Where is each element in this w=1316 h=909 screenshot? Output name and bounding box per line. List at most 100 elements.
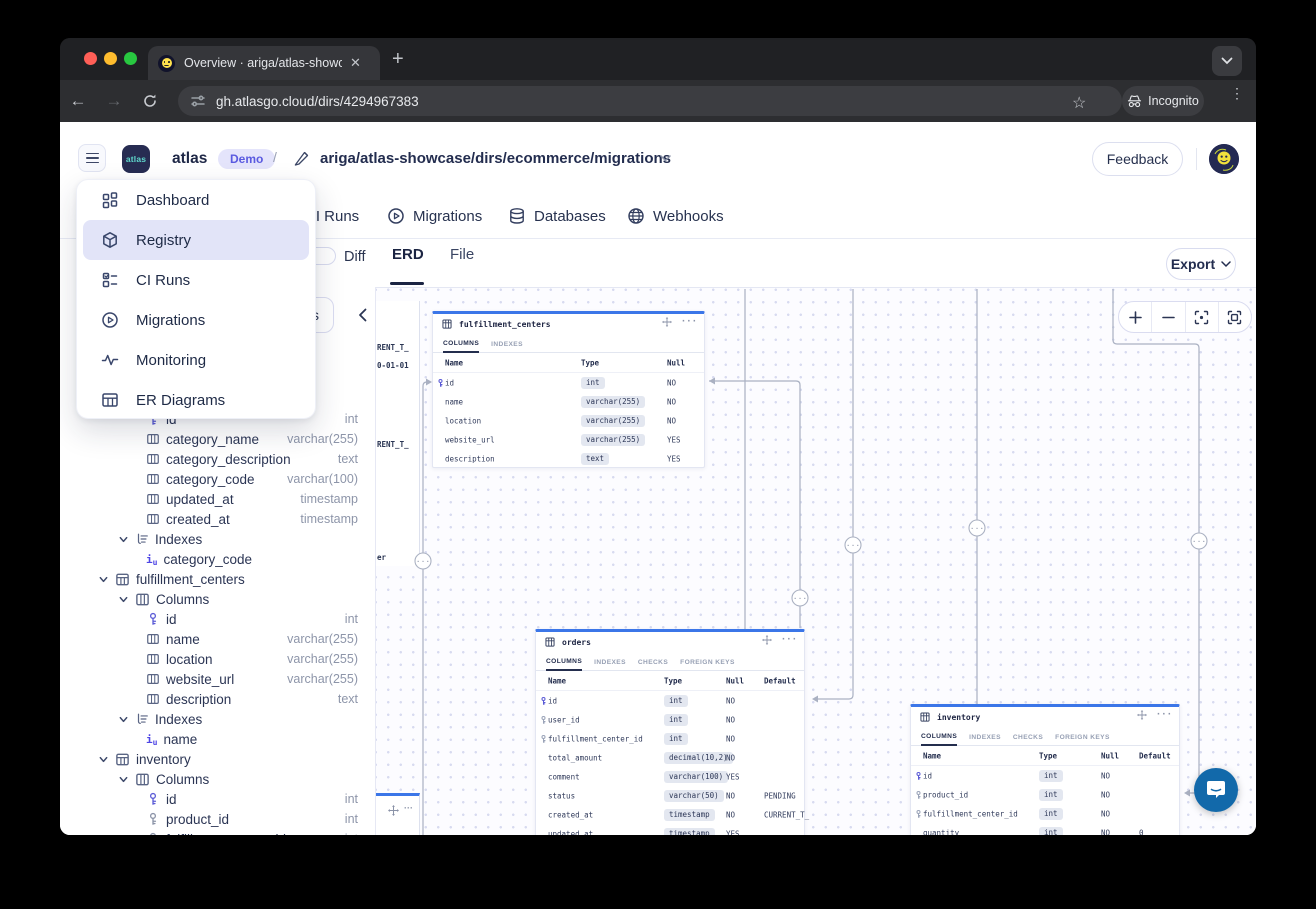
card-row-fulfillment_center_id[interactable]: fulfillment_center_id int NO <box>911 804 1179 823</box>
erd-card-inventory[interactable]: inventory ··· COLUMNS INDEXES CHECKS FOREIGN … <box>910 704 1180 835</box>
card-row-id[interactable]: id int NO <box>433 373 704 392</box>
card-row-user_id[interactable]: user_id int NO <box>536 710 804 729</box>
card-row-id[interactable]: id int NO <box>911 766 1179 785</box>
new-tab-button[interactable]: + <box>392 48 404 70</box>
chevron-down-icon[interactable] <box>118 774 129 785</box>
card-row-comment[interactable]: comment varchar(100) YES <box>536 767 804 786</box>
menu-item-monitoring[interactable]: Monitoring <box>83 340 309 380</box>
move-icon[interactable] <box>761 635 772 645</box>
card-tab-foreign-keys[interactable]: FOREIGN KEYS <box>1055 734 1110 741</box>
tree-row-description[interactable]: description text <box>60 689 375 709</box>
card-tab-foreign-keys[interactable]: FOREIGN KEYS <box>680 659 735 666</box>
traffic-zoom-button[interactable] <box>124 52 137 65</box>
tree-row-category_description[interactable]: category_description text <box>60 449 375 469</box>
card-row-location[interactable]: location varchar(255) NO <box>433 411 704 430</box>
tab-search-chevron-button[interactable] <box>1212 46 1242 76</box>
card-tab-columns[interactable]: COLUMNS <box>443 340 480 353</box>
fit-view-button[interactable] <box>1219 302 1251 332</box>
tab-erd[interactable]: ERD <box>392 246 424 263</box>
tab-close-icon[interactable]: ✕ <box>350 55 361 70</box>
menu-item-registry[interactable]: Registry <box>83 220 309 260</box>
org-name[interactable]: atlas <box>172 150 208 167</box>
card-row-created_at[interactable]: created_at timestamp NO CURRENT_T_ <box>536 805 809 824</box>
card-more-icon[interactable]: ··· <box>680 317 697 327</box>
export-button[interactable]: Export <box>1166 248 1236 280</box>
chevron-down-icon[interactable] <box>98 574 109 585</box>
feedback-button[interactable]: Feedback <box>1092 142 1183 176</box>
nav-tab-databases[interactable]: Databases <box>508 206 606 226</box>
user-avatar[interactable] <box>1209 144 1239 174</box>
card-row-website_url[interactable]: website_url varchar(255) YES <box>433 430 704 449</box>
zoom-in-button[interactable] <box>1119 302 1153 332</box>
tree-row-name[interactable]: name varchar(255) <box>60 629 375 649</box>
browser-menu-icon[interactable]: ⋮ <box>1230 85 1244 101</box>
bookmark-star-icon[interactable]: ☆ <box>1072 95 1087 112</box>
card-more-icon[interactable]: ··· <box>780 635 797 645</box>
menu-item-er-diagrams[interactable]: ER Diagrams <box>83 380 309 420</box>
url-bar[interactable]: gh.atlasgo.cloud/dirs/4294967383 <box>178 86 1122 116</box>
tree-row-id[interactable]: id int <box>60 409 375 429</box>
move-icon[interactable] <box>661 317 672 327</box>
tree-row-website_url[interactable]: website_url varchar(255) <box>60 669 375 689</box>
traffic-close-button[interactable] <box>84 52 97 65</box>
tree-row-category_code[interactable]: iu category_code <box>60 549 375 569</box>
erd-card-orders[interactable]: orders ··· COLUMNS INDEXES CHECKS FOREIGN KEY… <box>535 629 809 835</box>
reload-icon[interactable] <box>132 93 168 109</box>
browser-tab[interactable]: Overview · ariga/atlas-showca ✕ <box>148 46 380 80</box>
nav-tab-webhooks[interactable]: Webhooks <box>627 206 724 226</box>
tab-file[interactable]: File <box>450 246 475 263</box>
card-more-icon[interactable]: ··· <box>404 803 413 813</box>
tree-row-fulfillment_center_id[interactable]: fulfillment_center_id int <box>60 829 375 835</box>
chevron-down-icon[interactable] <box>118 714 129 725</box>
card-tab-columns[interactable]: COLUMNS <box>921 733 958 746</box>
clipped-erd-card-left[interactable]: RENT_T_ 0-01-01 RENT_T_ er <box>376 301 420 566</box>
tree-row-product_id[interactable]: product_id int <box>60 809 375 829</box>
move-icon[interactable] <box>1136 710 1147 720</box>
tree-row-updated_at[interactable]: updated_at timestamp <box>60 489 375 509</box>
atlas-logo[interactable]: atlas <box>122 145 150 173</box>
menu-item-migrations[interactable]: Migrations <box>83 300 309 340</box>
zoom-out-button[interactable] <box>1152 302 1186 332</box>
tree-row-created_at[interactable]: created_at timestamp <box>60 509 375 529</box>
card-row-updated_at[interactable]: updated_at timestamp YES <box>536 824 804 835</box>
tree-row-location[interactable]: location varchar(255) <box>60 649 375 669</box>
erd-card-fulfillment-centers[interactable]: fulfillment_centers ··· COLUMNS INDEXES Name… <box>432 311 705 468</box>
tree-row-id[interactable]: id int <box>60 789 375 809</box>
card-row-fulfillment_center_id[interactable]: fulfillment_center_id int NO <box>536 729 804 748</box>
menu-item-dashboard[interactable]: Dashboard <box>83 180 309 220</box>
card-header[interactable]: inventory ··· <box>911 707 1179 727</box>
tree-row-name[interactable]: iu name <box>60 729 375 749</box>
tree-row-fulfillment_centers[interactable]: fulfillment_centers <box>60 569 375 589</box>
clipped-erd-card-left-2[interactable]: ··· ault <box>376 793 420 835</box>
card-header[interactable]: fulfillment_centers ··· <box>433 314 704 334</box>
card-tab-checks[interactable]: CHECKS <box>1012 734 1044 741</box>
tree-row-Indexes[interactable]: Indexes <box>60 529 375 549</box>
chevron-down-icon[interactable] <box>118 594 129 605</box>
forward-icon[interactable]: → <box>105 91 123 110</box>
breadcrumb[interactable]: ariga/atlas-showcase/dirs/ecommerce/migr… <box>320 150 671 167</box>
card-row-product_id[interactable]: product_id int NO <box>911 785 1179 804</box>
card-header[interactable]: orders ··· <box>536 632 804 652</box>
nav-tab-migrations[interactable]: Migrations <box>387 206 482 226</box>
card-row-quantity[interactable]: quantity int NO 0 <box>911 823 1179 835</box>
traffic-minimize-button[interactable] <box>104 52 117 65</box>
back-icon[interactable]: ← <box>69 91 87 110</box>
card-tab-indexes[interactable]: INDEXES <box>594 659 626 666</box>
move-icon[interactable] <box>388 805 399 816</box>
tree-row-Columns[interactable]: Columns <box>60 769 375 789</box>
tree-row-category_code[interactable]: category_code varchar(100) <box>60 469 375 489</box>
tree-row-Columns[interactable]: Columns <box>60 589 375 609</box>
card-tab-indexes[interactable]: INDEXES <box>491 341 523 348</box>
card-row-status[interactable]: status varchar(50) NO PENDING <box>536 786 804 805</box>
menu-item-ci-runs[interactable]: CI Runs <box>83 260 309 300</box>
tree-row-inventory[interactable]: inventory <box>60 749 375 769</box>
card-row-name[interactable]: name varchar(255) NO <box>433 392 704 411</box>
collapse-panel-button[interactable] <box>352 305 372 325</box>
chat-launcher-button[interactable] <box>1194 768 1238 812</box>
breadcrumb-chevron-icon[interactable] <box>660 155 671 162</box>
app-menu-hamburger-button[interactable] <box>78 144 106 172</box>
card-row-id[interactable]: id int NO <box>536 691 804 710</box>
card-row-description[interactable]: description text YES <box>433 449 704 468</box>
site-settings-icon[interactable] <box>190 93 206 109</box>
card-more-icon[interactable]: ··· <box>1155 710 1172 720</box>
